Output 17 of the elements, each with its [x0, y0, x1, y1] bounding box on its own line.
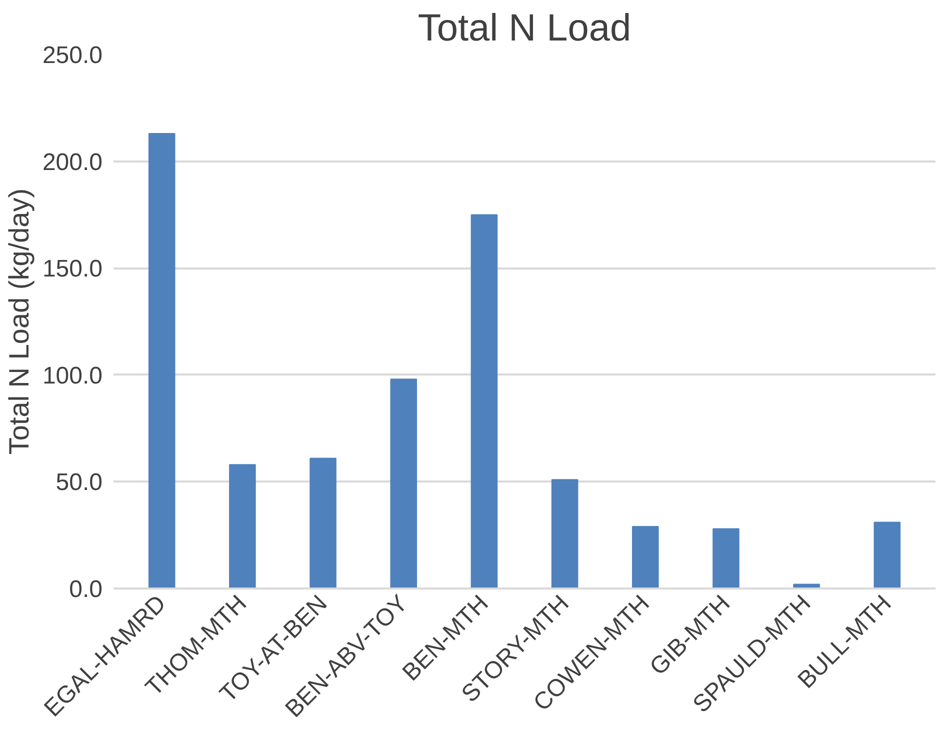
y-tick-label: 100.0	[42, 362, 103, 390]
chart-title: Total N Load	[418, 8, 632, 50]
bar	[310, 458, 336, 588]
y-axis-title: Total N Load (kg/day)	[3, 188, 34, 455]
bar	[712, 528, 740, 588]
y-tick-label: 150.0	[42, 256, 103, 283]
y-tick-label: 0.0	[69, 576, 103, 603]
y-tick-label: 200.0	[42, 148, 103, 176]
bar	[632, 526, 659, 588]
bar	[551, 479, 578, 588]
y-tick-label: 250.0	[42, 42, 103, 69]
bar	[874, 522, 901, 588]
y-tick-label: 50.0	[56, 469, 103, 496]
bar	[390, 378, 418, 588]
bar	[229, 464, 256, 588]
bar	[470, 214, 498, 588]
bar	[148, 133, 176, 588]
